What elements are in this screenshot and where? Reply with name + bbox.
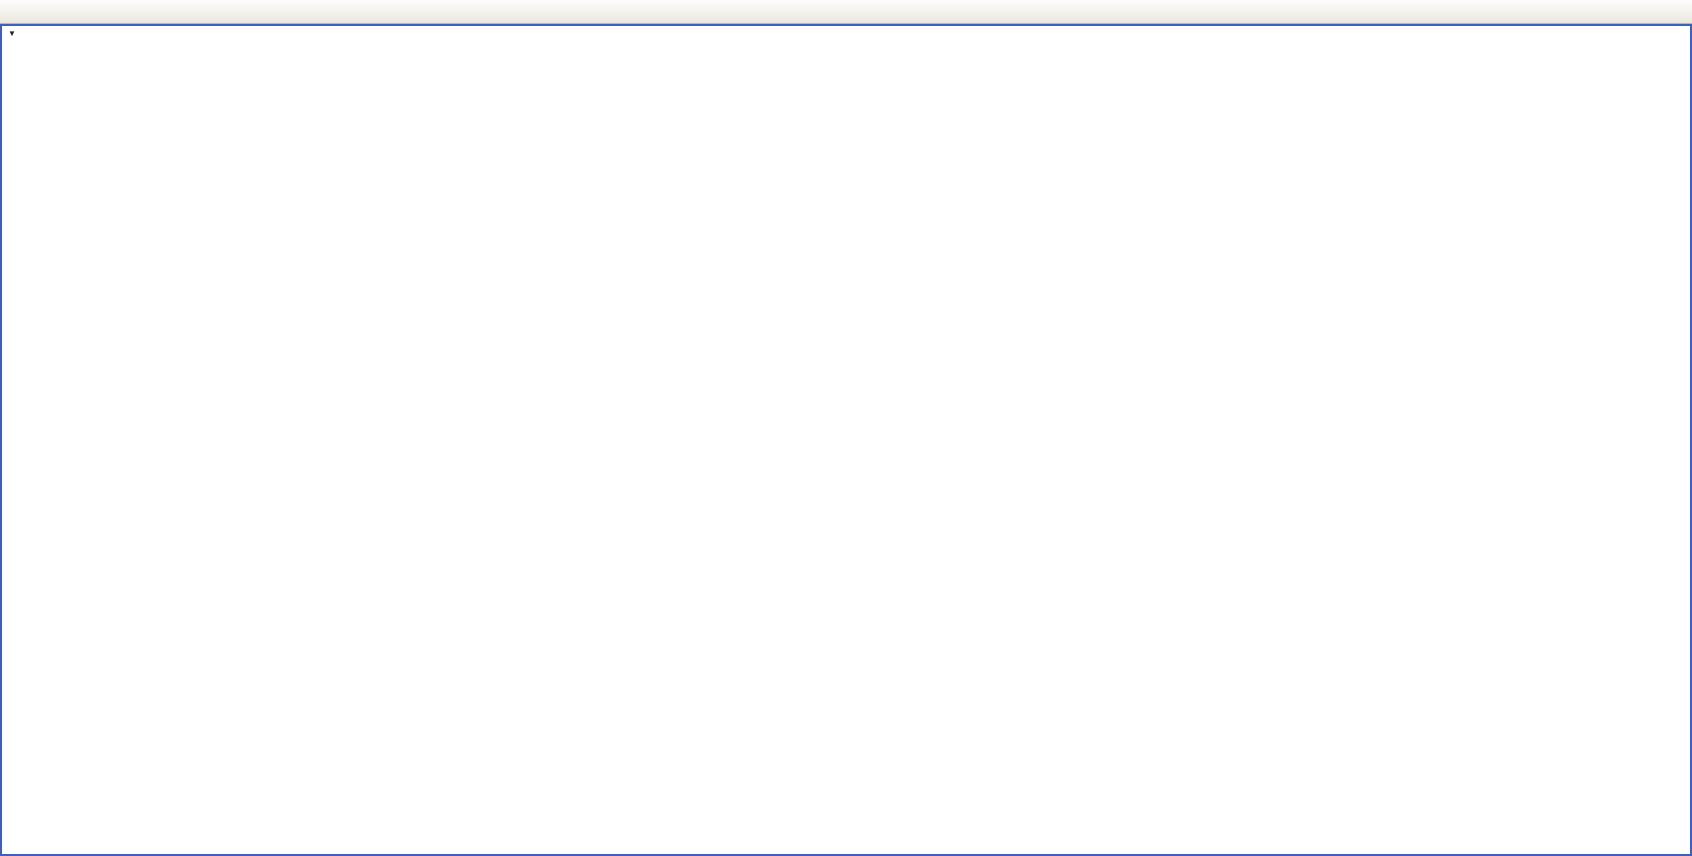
- chart-window[interactable]: ▼: [0, 24, 1692, 856]
- price-chart[interactable]: [2, 26, 1690, 854]
- main-toolbar: [0, 0, 1692, 24]
- chart-dropdown-icon[interactable]: ▼: [8, 29, 16, 38]
- chart-title: ▼: [8, 29, 28, 38]
